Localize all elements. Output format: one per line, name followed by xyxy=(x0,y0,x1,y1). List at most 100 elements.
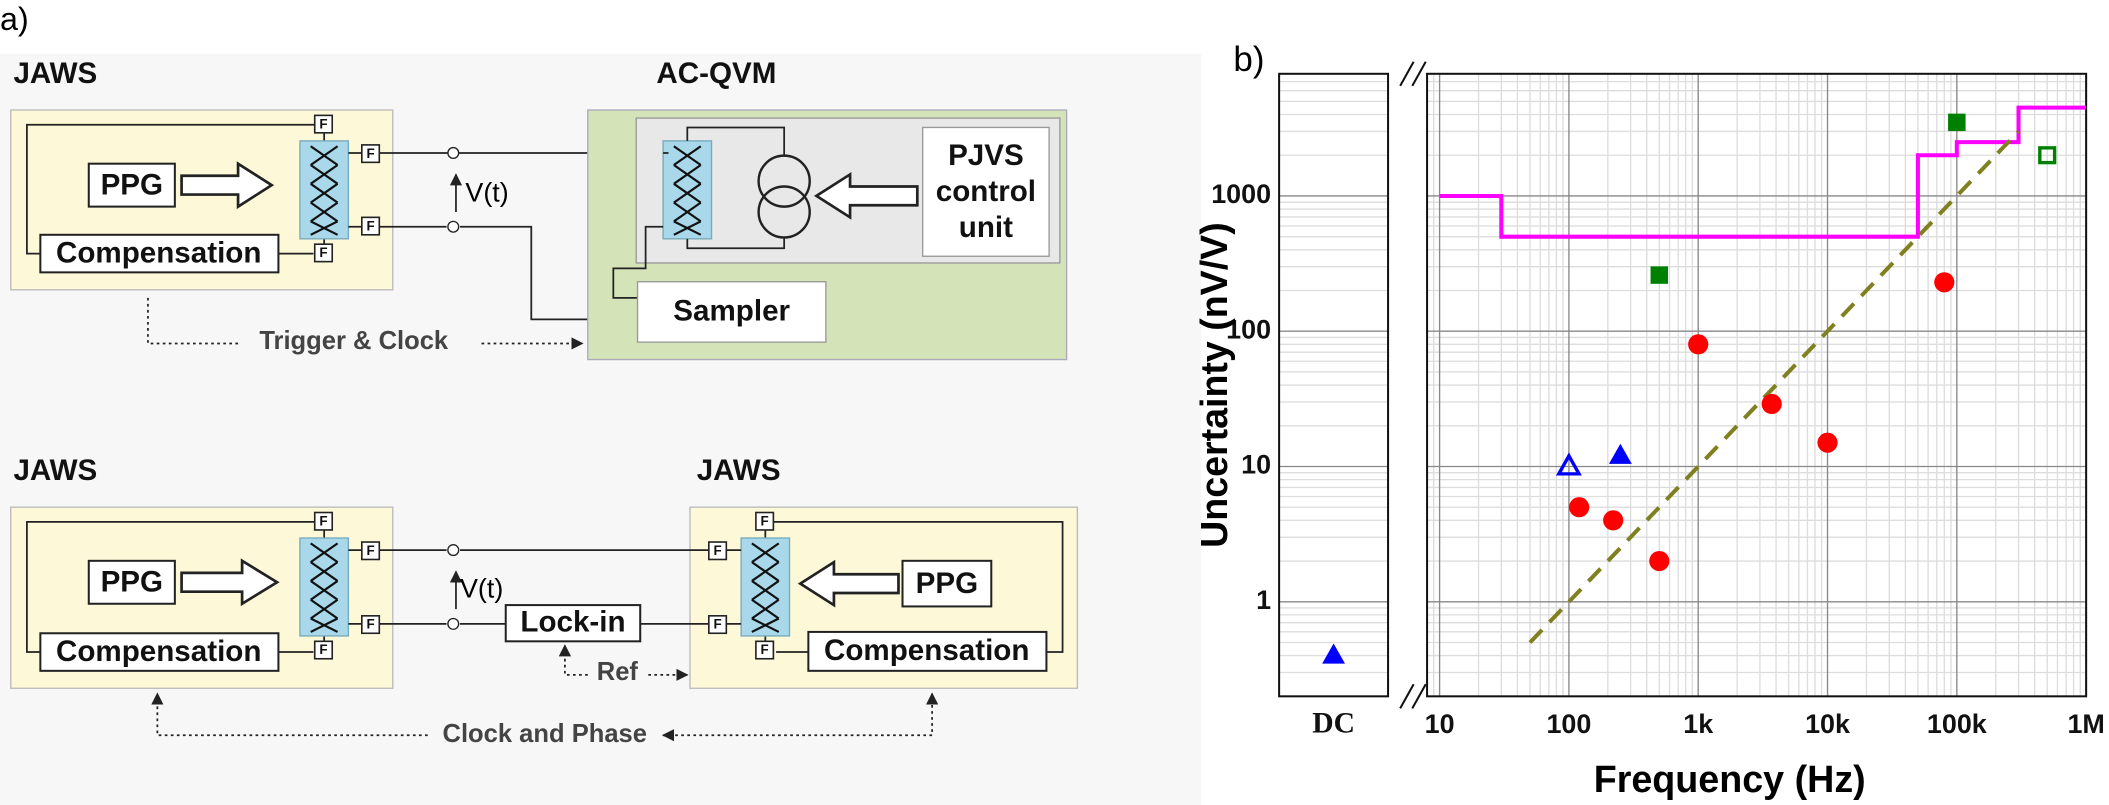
source-circle xyxy=(757,154,811,208)
filter-label: F xyxy=(761,642,769,657)
x-axis-label: Frequency (Hz) xyxy=(1594,758,1866,800)
data-point xyxy=(1817,432,1838,453)
data-point xyxy=(1649,550,1670,572)
x-tick-label: 10k xyxy=(1805,709,1850,739)
data-point xyxy=(1555,452,1582,476)
control-label: unit xyxy=(959,211,1013,244)
sampler-box xyxy=(636,281,827,343)
y-tick-label: 10 xyxy=(1241,450,1271,480)
wire xyxy=(348,152,669,321)
wire xyxy=(348,549,742,625)
data-point xyxy=(2038,146,2057,165)
series-line xyxy=(1528,130,2020,644)
axis-break xyxy=(1399,683,1427,709)
y-tick-label: 1000 xyxy=(1211,179,1271,209)
x-tick-label: 1k xyxy=(1683,709,1713,739)
sampler-label: Sampler xyxy=(673,294,790,327)
filter-label: F xyxy=(366,146,374,161)
y-tick-label: 1 xyxy=(1256,585,1271,615)
wire xyxy=(612,126,786,299)
ppg-label: PPG xyxy=(916,567,978,600)
filter-box xyxy=(361,615,381,635)
filter-label: F xyxy=(713,617,721,632)
compensation-label: Compensation xyxy=(56,635,261,668)
arrow xyxy=(180,161,275,210)
compensation-box xyxy=(39,233,280,274)
filter-label: F xyxy=(761,513,769,528)
block-title: JAWS xyxy=(13,454,97,487)
filter-boxes: F F F F F F F F F F F F xyxy=(313,114,775,660)
data-point xyxy=(1569,497,1590,518)
ppg-box xyxy=(87,559,176,605)
data-point xyxy=(1948,113,1966,132)
data-point xyxy=(1934,272,1955,293)
data-point xyxy=(1608,443,1632,464)
filter-label: F xyxy=(713,543,721,558)
x-tick-label: 1M xyxy=(2067,709,2104,739)
x-tick-label: DC xyxy=(1312,708,1355,740)
series-line xyxy=(1439,105,2087,239)
sync-label: Clock and Phase xyxy=(443,720,647,748)
sync-line xyxy=(151,692,428,737)
data-point xyxy=(1650,266,1669,284)
terminal xyxy=(447,617,460,630)
ppg-box xyxy=(87,162,176,208)
filter-box xyxy=(361,216,381,236)
x-tick-label: 100 xyxy=(1546,709,1591,739)
compensation-box xyxy=(39,632,280,672)
panel-label: a) xyxy=(0,1,29,37)
arrow xyxy=(180,558,280,607)
ppg-label: PPG xyxy=(101,565,163,598)
data-point xyxy=(1761,393,1782,415)
control-label: control xyxy=(936,175,1036,208)
filter-box xyxy=(361,144,381,164)
x-tick-label: 10 xyxy=(1425,709,1455,739)
compensation-box xyxy=(807,630,1048,672)
filter-label: F xyxy=(366,543,374,558)
junction-array xyxy=(298,536,350,638)
axis-frame xyxy=(1278,72,1390,698)
filter-box xyxy=(313,243,334,263)
block-title: JAWS xyxy=(697,454,781,487)
filter-box xyxy=(755,640,775,660)
terminal xyxy=(447,146,460,159)
block-title: AC-QVM xyxy=(656,57,776,90)
compensation-label: Compensation xyxy=(824,634,1029,667)
axis-break xyxy=(1399,61,1427,87)
wire xyxy=(764,521,1064,653)
lockin-box xyxy=(504,604,642,643)
ppg-label: PPG xyxy=(101,168,163,201)
filter-box xyxy=(361,541,381,561)
y-axis-label: Uncertainty (nV/V) xyxy=(1193,222,1235,548)
filter-label: F xyxy=(319,116,327,131)
voltage-label: V(t) xyxy=(465,178,508,208)
feedback-wire xyxy=(26,123,323,255)
sync-line xyxy=(661,692,939,742)
compensation-label: Compensation xyxy=(56,237,261,270)
x-tick-label: 100k xyxy=(1927,709,1987,739)
control-box xyxy=(922,126,1050,257)
ppg-box xyxy=(901,559,993,608)
terminal xyxy=(447,544,460,557)
terminal xyxy=(447,220,460,233)
block-title: JAWS xyxy=(13,57,97,90)
data-point xyxy=(1688,334,1709,355)
filter-box xyxy=(313,640,334,660)
arrow xyxy=(797,559,900,608)
lockin-label: Lock-in xyxy=(520,606,625,639)
y-tick-label: 100 xyxy=(1226,314,1271,344)
source-circle xyxy=(757,185,811,239)
wire xyxy=(26,521,326,653)
filter-label: F xyxy=(366,617,374,632)
junction-array xyxy=(298,139,350,240)
filter-box xyxy=(313,114,334,134)
axis-frame xyxy=(1426,72,2088,698)
arrow xyxy=(813,171,919,220)
filter-box xyxy=(708,615,728,635)
junction-array xyxy=(740,536,791,638)
filter-label: F xyxy=(366,218,374,233)
ref-line xyxy=(558,644,588,676)
